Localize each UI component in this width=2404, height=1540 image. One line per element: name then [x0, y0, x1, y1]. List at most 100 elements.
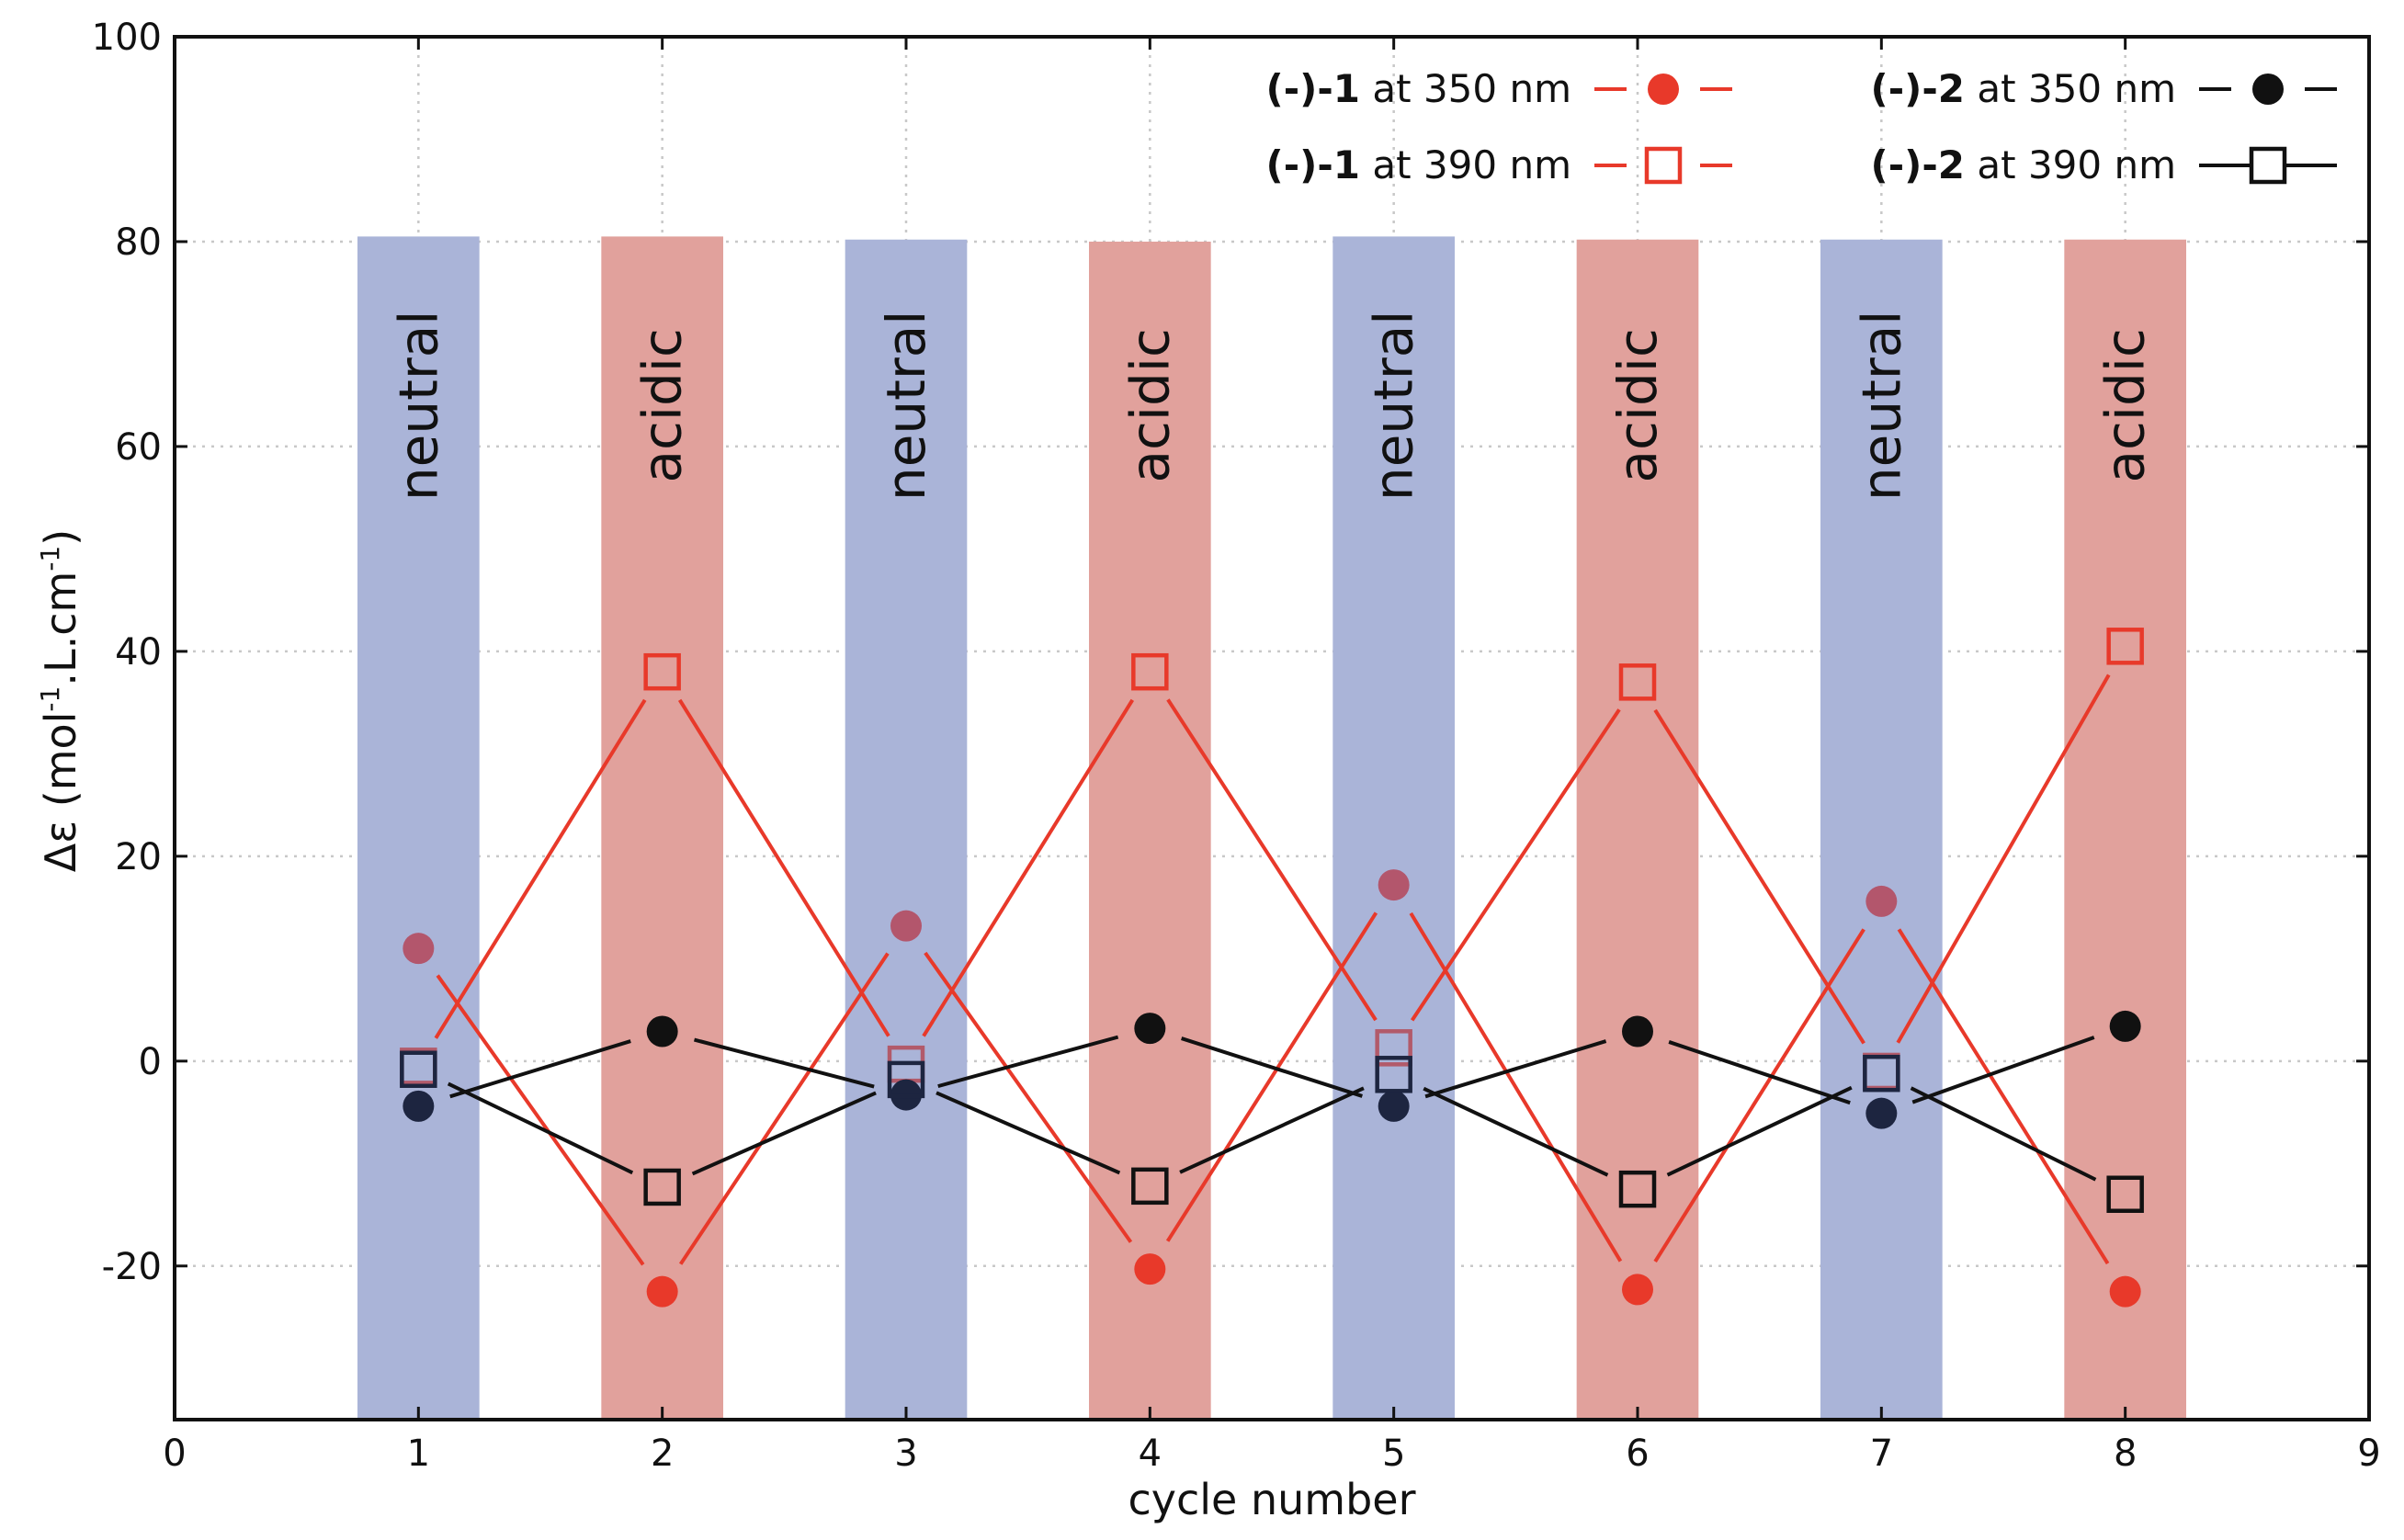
x-tick-label: 8 — [2114, 1432, 2137, 1475]
legend-compound: (-)-2 — [1871, 66, 1965, 111]
x-tick-label: 0 — [163, 1432, 186, 1475]
band-label: neutral — [387, 311, 449, 501]
series-segment-2 — [1166, 698, 1378, 1022]
data-point-circle — [1134, 1013, 1166, 1045]
series-segment-3 — [1181, 1036, 1363, 1098]
legend-label: (-)-2 at 350 nm — [1871, 66, 2176, 111]
legend-marker-square — [1644, 146, 1683, 185]
legend-wavelength: at 350 nm — [1965, 66, 2176, 111]
series-segment-3 — [693, 1037, 875, 1089]
series-segment-4 — [1666, 1085, 1853, 1177]
data-point-circle — [1865, 885, 1898, 917]
data-point-square — [887, 1060, 925, 1099]
series-segment-4 — [1910, 1086, 2097, 1182]
data-point-circle — [646, 1275, 678, 1308]
series-segment-3 — [449, 1039, 631, 1099]
series-segment-1 — [436, 974, 645, 1266]
band-label: acidic — [1606, 328, 1669, 482]
band-neutral-7 — [1820, 239, 1943, 1420]
series-segment-4 — [1423, 1086, 1609, 1177]
data-point-square — [1375, 1029, 1412, 1067]
band-label: acidic — [631, 328, 694, 482]
y-axis-label-close: ) — [36, 529, 85, 546]
data-point-circle — [1622, 1274, 1653, 1306]
data-point-square — [643, 1168, 681, 1206]
series-segment-4 — [691, 1091, 877, 1176]
band-neutral-5 — [1332, 236, 1455, 1420]
data-point-square — [1618, 1170, 1657, 1208]
band-label: acidic — [2094, 328, 2157, 482]
x-tick-label: 1 — [407, 1432, 430, 1475]
data-point-square — [2106, 628, 2144, 665]
series-segment-3 — [1424, 1039, 1607, 1099]
band-neutral-3 — [845, 239, 968, 1420]
data-point-circle — [403, 1090, 435, 1122]
legend-wavelength: at 390 nm — [1360, 142, 1571, 187]
x-tick-label: 6 — [1626, 1432, 1649, 1475]
band-acidic-2 — [601, 236, 723, 1420]
series-markers — [400, 628, 2144, 1308]
data-point-square — [643, 652, 681, 691]
y-axis-label: Δε (mol-1.L.cm-1) — [35, 529, 85, 872]
x-axis-label: cycle number — [1128, 1475, 1415, 1524]
data-point-circle — [1622, 1015, 1653, 1047]
legend-label: (-)-1 at 350 nm — [1266, 66, 1571, 111]
data-point-square — [400, 1050, 437, 1088]
legend-marker-circle — [2252, 74, 2284, 105]
legend-compound: (-)-1 — [1266, 66, 1360, 111]
y-axis-label-exp1: -1 — [35, 686, 65, 712]
series-segment-4 — [447, 1081, 634, 1175]
series-lines — [434, 674, 2111, 1266]
data-point-circle — [1134, 1253, 1166, 1285]
data-point-square — [2106, 1175, 2144, 1213]
series-segment-2 — [677, 698, 890, 1037]
band-acidic-8 — [2064, 239, 2186, 1420]
series-segment-2 — [1653, 708, 1865, 1045]
legend-label: (-)-2 at 390 nm — [1871, 142, 2176, 187]
series-segment-4 — [1179, 1086, 1365, 1174]
legend: (-)-1 at 350 nm(-)-1 at 390 nm(-)-2 at 3… — [1266, 66, 2337, 187]
data-point-circle — [890, 910, 922, 942]
axis-ticks: 100 80 60 40 20 0 -20 0 1 2 3 4 5 6 7 8 9 — [92, 17, 2381, 1475]
x-tick-label: 3 — [894, 1432, 917, 1475]
series-segment-2 — [1410, 708, 1621, 1022]
data-point-circle — [1865, 1097, 1898, 1129]
series-segment-1 — [678, 952, 890, 1265]
band-label: acidic — [1118, 328, 1181, 482]
data-point-square — [1131, 652, 1169, 691]
y-tick-label: -20 — [102, 1246, 162, 1288]
y-tick-label: 100 — [92, 17, 162, 59]
y-axis-label-main: Δε (mol — [36, 712, 85, 873]
legend-label: (-)-1 at 390 nm — [1266, 142, 1571, 187]
x-tick-label: 9 — [2357, 1432, 2380, 1475]
series-segment-2 — [434, 698, 647, 1039]
series-segment-1 — [924, 951, 1133, 1243]
band-neutral-1 — [357, 236, 480, 1420]
condition-bands: neutral acidic neutral acidic neutral acidic n… — [357, 236, 2186, 1421]
y-tick-label: 0 — [139, 1041, 162, 1083]
y-tick-label: 60 — [115, 426, 162, 469]
band-label: neutral — [875, 311, 937, 501]
legend-compound: (-)-1 — [1266, 142, 1360, 187]
series-segment-2 — [1896, 674, 2111, 1044]
legend-wavelength: at 390 nm — [1965, 142, 2176, 187]
data-point-circle — [2109, 1010, 2141, 1042]
legend-marker-circle — [1648, 74, 1679, 105]
x-tick-label: 2 — [651, 1432, 674, 1475]
y-axis-label-mid: .L.cm — [36, 572, 85, 686]
series-segment-3 — [937, 1035, 1119, 1089]
series-segment-3 — [1911, 1036, 2095, 1104]
series-segment-1 — [1897, 928, 2110, 1265]
data-point-square — [1863, 1054, 1900, 1093]
band-label: neutral — [1850, 311, 1912, 501]
band-acidic-4 — [1089, 241, 1211, 1421]
data-point-circle — [403, 933, 435, 965]
data-point-circle — [1378, 1090, 1410, 1122]
data-point-square — [1375, 1056, 1412, 1093]
legend-wavelength: at 350 nm — [1360, 66, 1571, 111]
series-segment-3 — [1668, 1040, 1851, 1105]
y-tick-label: 40 — [115, 631, 162, 674]
series-segment-4 — [936, 1091, 1121, 1175]
legend-marker-square — [2249, 146, 2287, 185]
